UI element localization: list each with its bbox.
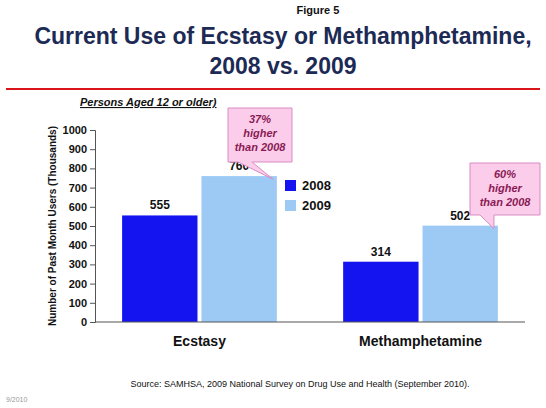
y-tick-mark	[90, 188, 95, 189]
title-rule	[6, 88, 540, 90]
legend-label: 2008	[302, 178, 331, 193]
y-tick-label: 0	[81, 316, 87, 328]
data-label: 502	[450, 209, 470, 223]
bar	[201, 176, 276, 322]
y-tick-mark	[90, 168, 95, 169]
y-tick: 600	[69, 201, 95, 213]
y-tick-mark	[90, 207, 95, 208]
source: Source: SAMHSA, 2009 National Survey on …	[130, 379, 469, 389]
annotation: than 2008	[235, 141, 287, 153]
y-tick-mark	[90, 303, 95, 304]
legend: 2008 2009	[285, 178, 331, 213]
y-tick-label: 100	[69, 297, 87, 309]
y-tick-label: 900	[69, 143, 87, 155]
x-tick: Ecstasy	[173, 333, 226, 349]
data-label: 555	[150, 198, 170, 212]
y-tick-label: 400	[69, 239, 87, 251]
annotation: higher	[488, 182, 522, 194]
annotation: than 2008	[480, 196, 532, 208]
subtitle: Persons Aged 12 or older)	[80, 96, 217, 108]
y-tick-mark	[90, 149, 95, 150]
annotation: 37%	[249, 113, 271, 125]
y-tick-label: 1000	[63, 124, 87, 136]
legend-swatch	[285, 200, 296, 211]
y-tick-label: 500	[69, 220, 87, 232]
x-tick: Methamphetamine	[359, 333, 482, 349]
bars	[122, 176, 498, 322]
footer: 9/2010	[6, 396, 28, 403]
y-tick: 300	[69, 258, 95, 270]
y-tick-label: 800	[69, 162, 87, 174]
y-tick-mark	[90, 226, 95, 227]
y-tick-mark	[90, 264, 95, 265]
y-tick-mark	[90, 245, 95, 246]
y-tick-label: 600	[69, 201, 87, 213]
y-tick: 100	[69, 297, 95, 309]
y-tick: 700	[69, 182, 95, 194]
x-axis-line	[95, 322, 525, 323]
x-tick-label: Ecstasy	[173, 333, 226, 349]
y-tick-label: 700	[69, 182, 87, 194]
figure-label: Figure 5	[297, 4, 340, 16]
y-axis: 0 100 200 300 400 500 600 700 800 900 1000	[63, 124, 96, 328]
legend-swatch	[285, 180, 296, 191]
title: 2008 vs. 2009	[209, 53, 356, 79]
bar	[122, 215, 197, 322]
bar	[343, 262, 418, 322]
y-tick: 0	[81, 316, 95, 328]
y-axis-line	[90, 131, 96, 323]
callout	[470, 163, 540, 229]
callout	[228, 108, 292, 179]
chart: Figure 5 Current Use of Ecstasy or Metham…	[0, 0, 546, 408]
title: Current Use of Ecstasy or Methamphetamin…	[34, 23, 531, 49]
y-tick-mark	[90, 130, 95, 131]
data-label: 314	[371, 245, 391, 259]
y-tick: 1000	[63, 124, 95, 136]
y-tick-label: 300	[69, 258, 87, 270]
y-tick: 800	[69, 162, 95, 174]
y-tick-mark	[90, 322, 95, 323]
y-tick: 200	[69, 278, 95, 290]
x-axis: Ecstasy Methamphetamine	[95, 322, 525, 349]
y-axis-title: Number of Past Month Users (Thousands)	[47, 126, 58, 326]
y-tick-label: 200	[69, 278, 87, 290]
y-tick: 900	[69, 143, 95, 155]
y-tick-mark	[90, 284, 95, 285]
y-tick: 400	[69, 239, 95, 251]
bar	[423, 226, 498, 322]
annotation: higher	[243, 127, 277, 139]
x-tick-label: Methamphetamine	[359, 333, 482, 349]
annotation: 60%	[494, 168, 516, 180]
legend-label: 2009	[302, 198, 331, 213]
y-tick: 500	[69, 220, 95, 232]
